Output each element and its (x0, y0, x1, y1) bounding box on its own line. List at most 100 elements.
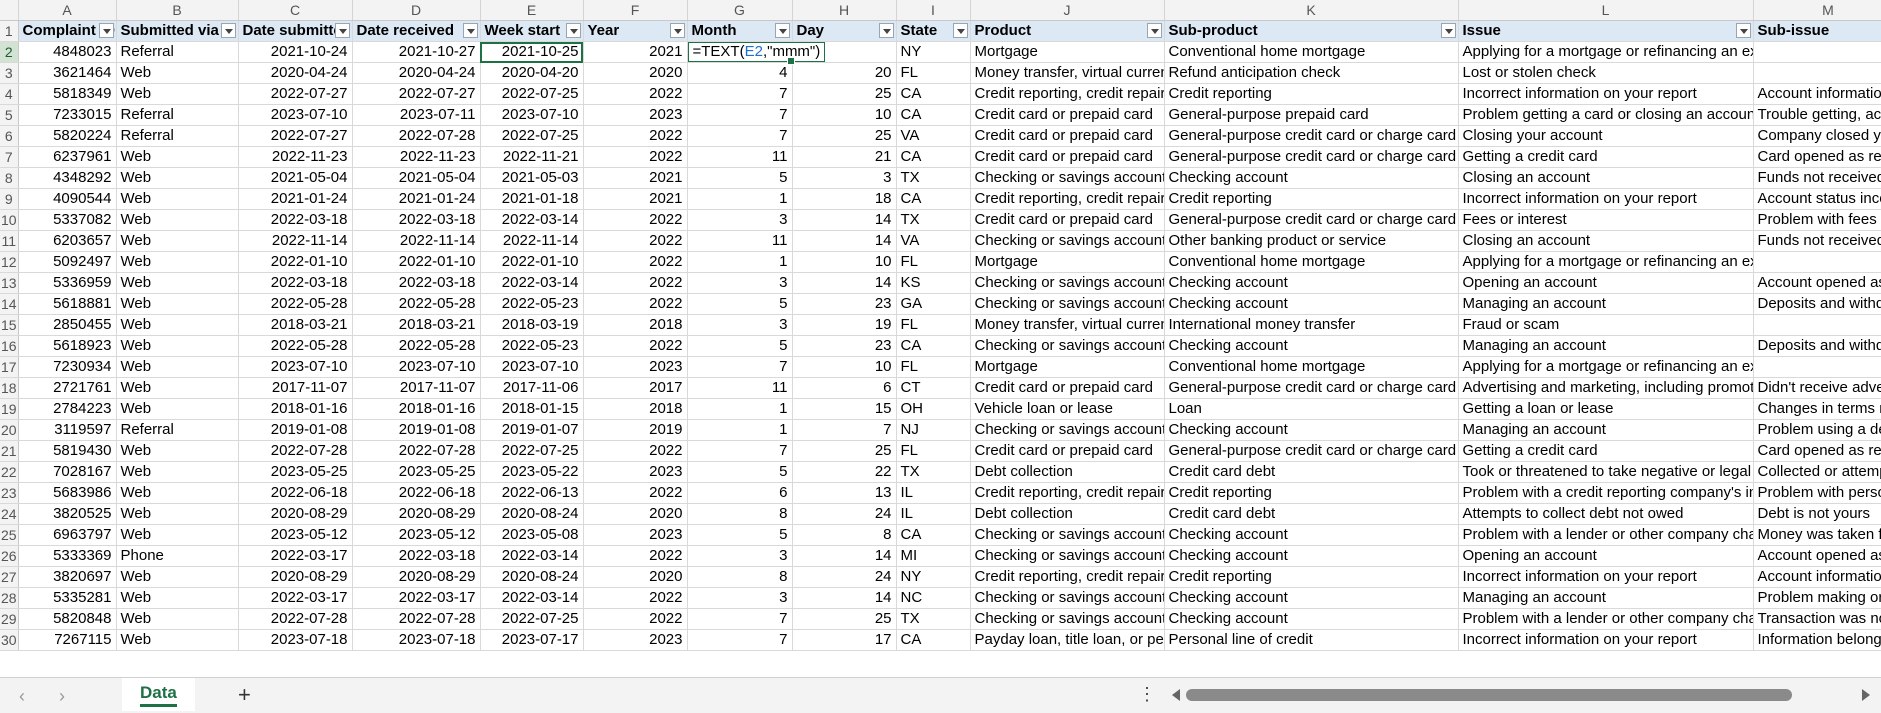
cell[interactable]: Checking or savings account (970, 419, 1165, 441)
cell[interactable]: 2017-11-06 (480, 377, 584, 399)
cell[interactable]: 2023-07-10 (352, 356, 481, 378)
cell[interactable]: 2020-08-24 (480, 503, 584, 525)
cell[interactable]: Getting a credit card (1458, 440, 1754, 462)
cell[interactable]: Didn't receive advertised or promotional… (1753, 377, 1881, 399)
cell[interactable]: 2022-07-28 (238, 440, 353, 462)
cell[interactable]: 2022 (583, 335, 688, 357)
cell[interactable]: 11 (687, 146, 793, 168)
cell[interactable]: 4 (687, 62, 793, 84)
cell[interactable]: =TEXT(E2,"mmm") (687, 41, 826, 65)
cell[interactable]: 2020-04-20 (480, 62, 584, 84)
cell[interactable]: Credit reporting (1164, 566, 1459, 588)
header-cell[interactable]: Week start (480, 20, 584, 42)
cell[interactable]: 22 (792, 461, 897, 483)
header-cell[interactable]: Year (583, 20, 688, 42)
cell[interactable]: Credit reporting, credit repair services… (970, 482, 1165, 504)
cell[interactable]: Closing an account (1458, 230, 1754, 252)
cell[interactable]: 4348292 (18, 167, 117, 189)
cell[interactable]: Refund anticipation check (1164, 62, 1459, 84)
cell[interactable]: 14 (792, 545, 897, 567)
filter-dropdown-icon[interactable] (98, 23, 114, 38)
cell[interactable]: Personal line of credit (1164, 629, 1459, 651)
cell[interactable]: 2022-11-21 (480, 146, 584, 168)
cell[interactable]: Credit card or prepaid card (970, 440, 1165, 462)
row-header[interactable]: 16 (0, 335, 19, 357)
column-header-g[interactable]: G (687, 0, 793, 21)
cell[interactable]: Web (116, 440, 239, 462)
cell[interactable]: 2023-07-18 (238, 629, 353, 651)
cell[interactable]: 2023-05-22 (480, 461, 584, 483)
cell[interactable]: 25 (792, 608, 897, 630)
cell[interactable]: 2022-11-14 (480, 230, 584, 252)
cell[interactable]: NY (896, 566, 971, 588)
header-cell[interactable]: Date received (352, 20, 481, 42)
cell[interactable]: 2023-05-12 (238, 524, 353, 546)
cell[interactable]: Changes in terms mid-deal or after closi… (1753, 398, 1881, 420)
row-header[interactable]: 30 (0, 629, 19, 651)
cell[interactable]: 24 (792, 566, 897, 588)
cell[interactable]: 2022 (583, 125, 688, 147)
cell[interactable]: 2021-01-24 (238, 188, 353, 210)
cell[interactable]: Credit card or prepaid card (970, 104, 1165, 126)
cell[interactable]: 21 (792, 146, 897, 168)
cell[interactable]: 2020 (583, 62, 688, 84)
cell[interactable]: 2022 (583, 587, 688, 609)
cell[interactable]: 23 (792, 335, 897, 357)
cell[interactable]: Attempts to collect debt not owed (1458, 503, 1754, 525)
cell[interactable] (1753, 62, 1881, 84)
cell[interactable]: Phone (116, 545, 239, 567)
cell[interactable]: IL (896, 482, 971, 504)
cell[interactable]: 7233015 (18, 104, 117, 126)
cell[interactable]: Advertising and marketing, including pro… (1458, 377, 1754, 399)
row-header[interactable]: 29 (0, 608, 19, 630)
cell[interactable]: Applying for a mortgage or refinancing a… (1458, 356, 1754, 378)
cell[interactable]: 2022 (583, 545, 688, 567)
cell[interactable]: 2017-11-07 (352, 377, 481, 399)
cell[interactable]: Checking account (1164, 545, 1459, 567)
cell[interactable] (1753, 314, 1881, 336)
cell[interactable]: Checking or savings account (970, 293, 1165, 315)
cell[interactable]: Managing an account (1458, 293, 1754, 315)
header-cell[interactable]: Sub-issue (1753, 20, 1881, 42)
cell[interactable]: Web (116, 587, 239, 609)
cell[interactable]: Transaction was not authorized (1753, 608, 1881, 630)
cell[interactable]: Web (116, 482, 239, 504)
cell[interactable]: FL (896, 251, 971, 273)
cell[interactable]: Collected or attempted to collect exempt… (1753, 461, 1881, 483)
column-header-h[interactable]: H (792, 0, 897, 21)
cell[interactable]: 7 (687, 440, 793, 462)
cell[interactable]: 5336959 (18, 272, 117, 294)
cell[interactable]: 2018-01-16 (238, 398, 353, 420)
cell[interactable]: 3621464 (18, 62, 117, 84)
cell[interactable]: VA (896, 230, 971, 252)
cell[interactable]: Money was taken from your account (1753, 524, 1881, 546)
cell[interactable]: Account opened as a result of fraud (1753, 545, 1881, 567)
column-header-f[interactable]: F (583, 0, 688, 21)
cell[interactable]: 2022 (583, 482, 688, 504)
cell[interactable]: General-purpose credit card or charge ca… (1164, 209, 1459, 231)
cell[interactable]: Credit reporting, credit repair services… (970, 188, 1165, 210)
cell[interactable]: Checking or savings account (970, 230, 1165, 252)
cell[interactable]: 2020-04-24 (352, 62, 481, 84)
column-header-b[interactable]: B (116, 0, 239, 21)
cell[interactable]: TX (896, 167, 971, 189)
cell[interactable]: 2023-05-08 (480, 524, 584, 546)
cell[interactable]: Web (116, 272, 239, 294)
cell[interactable]: Problem with a lender or other company c… (1458, 524, 1754, 546)
cell[interactable]: 2022-07-25 (480, 440, 584, 462)
cell[interactable]: 2021 (583, 41, 688, 63)
cell[interactable]: 1 (687, 398, 793, 420)
cell[interactable]: 5 (687, 335, 793, 357)
cell[interactable]: 5820224 (18, 125, 117, 147)
scroll-right-icon[interactable] (1862, 689, 1870, 701)
cell[interactable]: Checking or savings account (970, 524, 1165, 546)
row-header[interactable]: 10 (0, 209, 19, 231)
cell[interactable]: 2023 (583, 356, 688, 378)
cell[interactable]: 2023-05-25 (352, 461, 481, 483)
cell[interactable]: 2022 (583, 272, 688, 294)
cell[interactable]: 2022-05-28 (238, 335, 353, 357)
cell[interactable]: 2023-07-10 (238, 356, 353, 378)
filter-dropdown-icon[interactable] (462, 23, 478, 38)
cell[interactable]: 5 (687, 167, 793, 189)
cell[interactable]: Conventional home mortgage (1164, 251, 1459, 273)
